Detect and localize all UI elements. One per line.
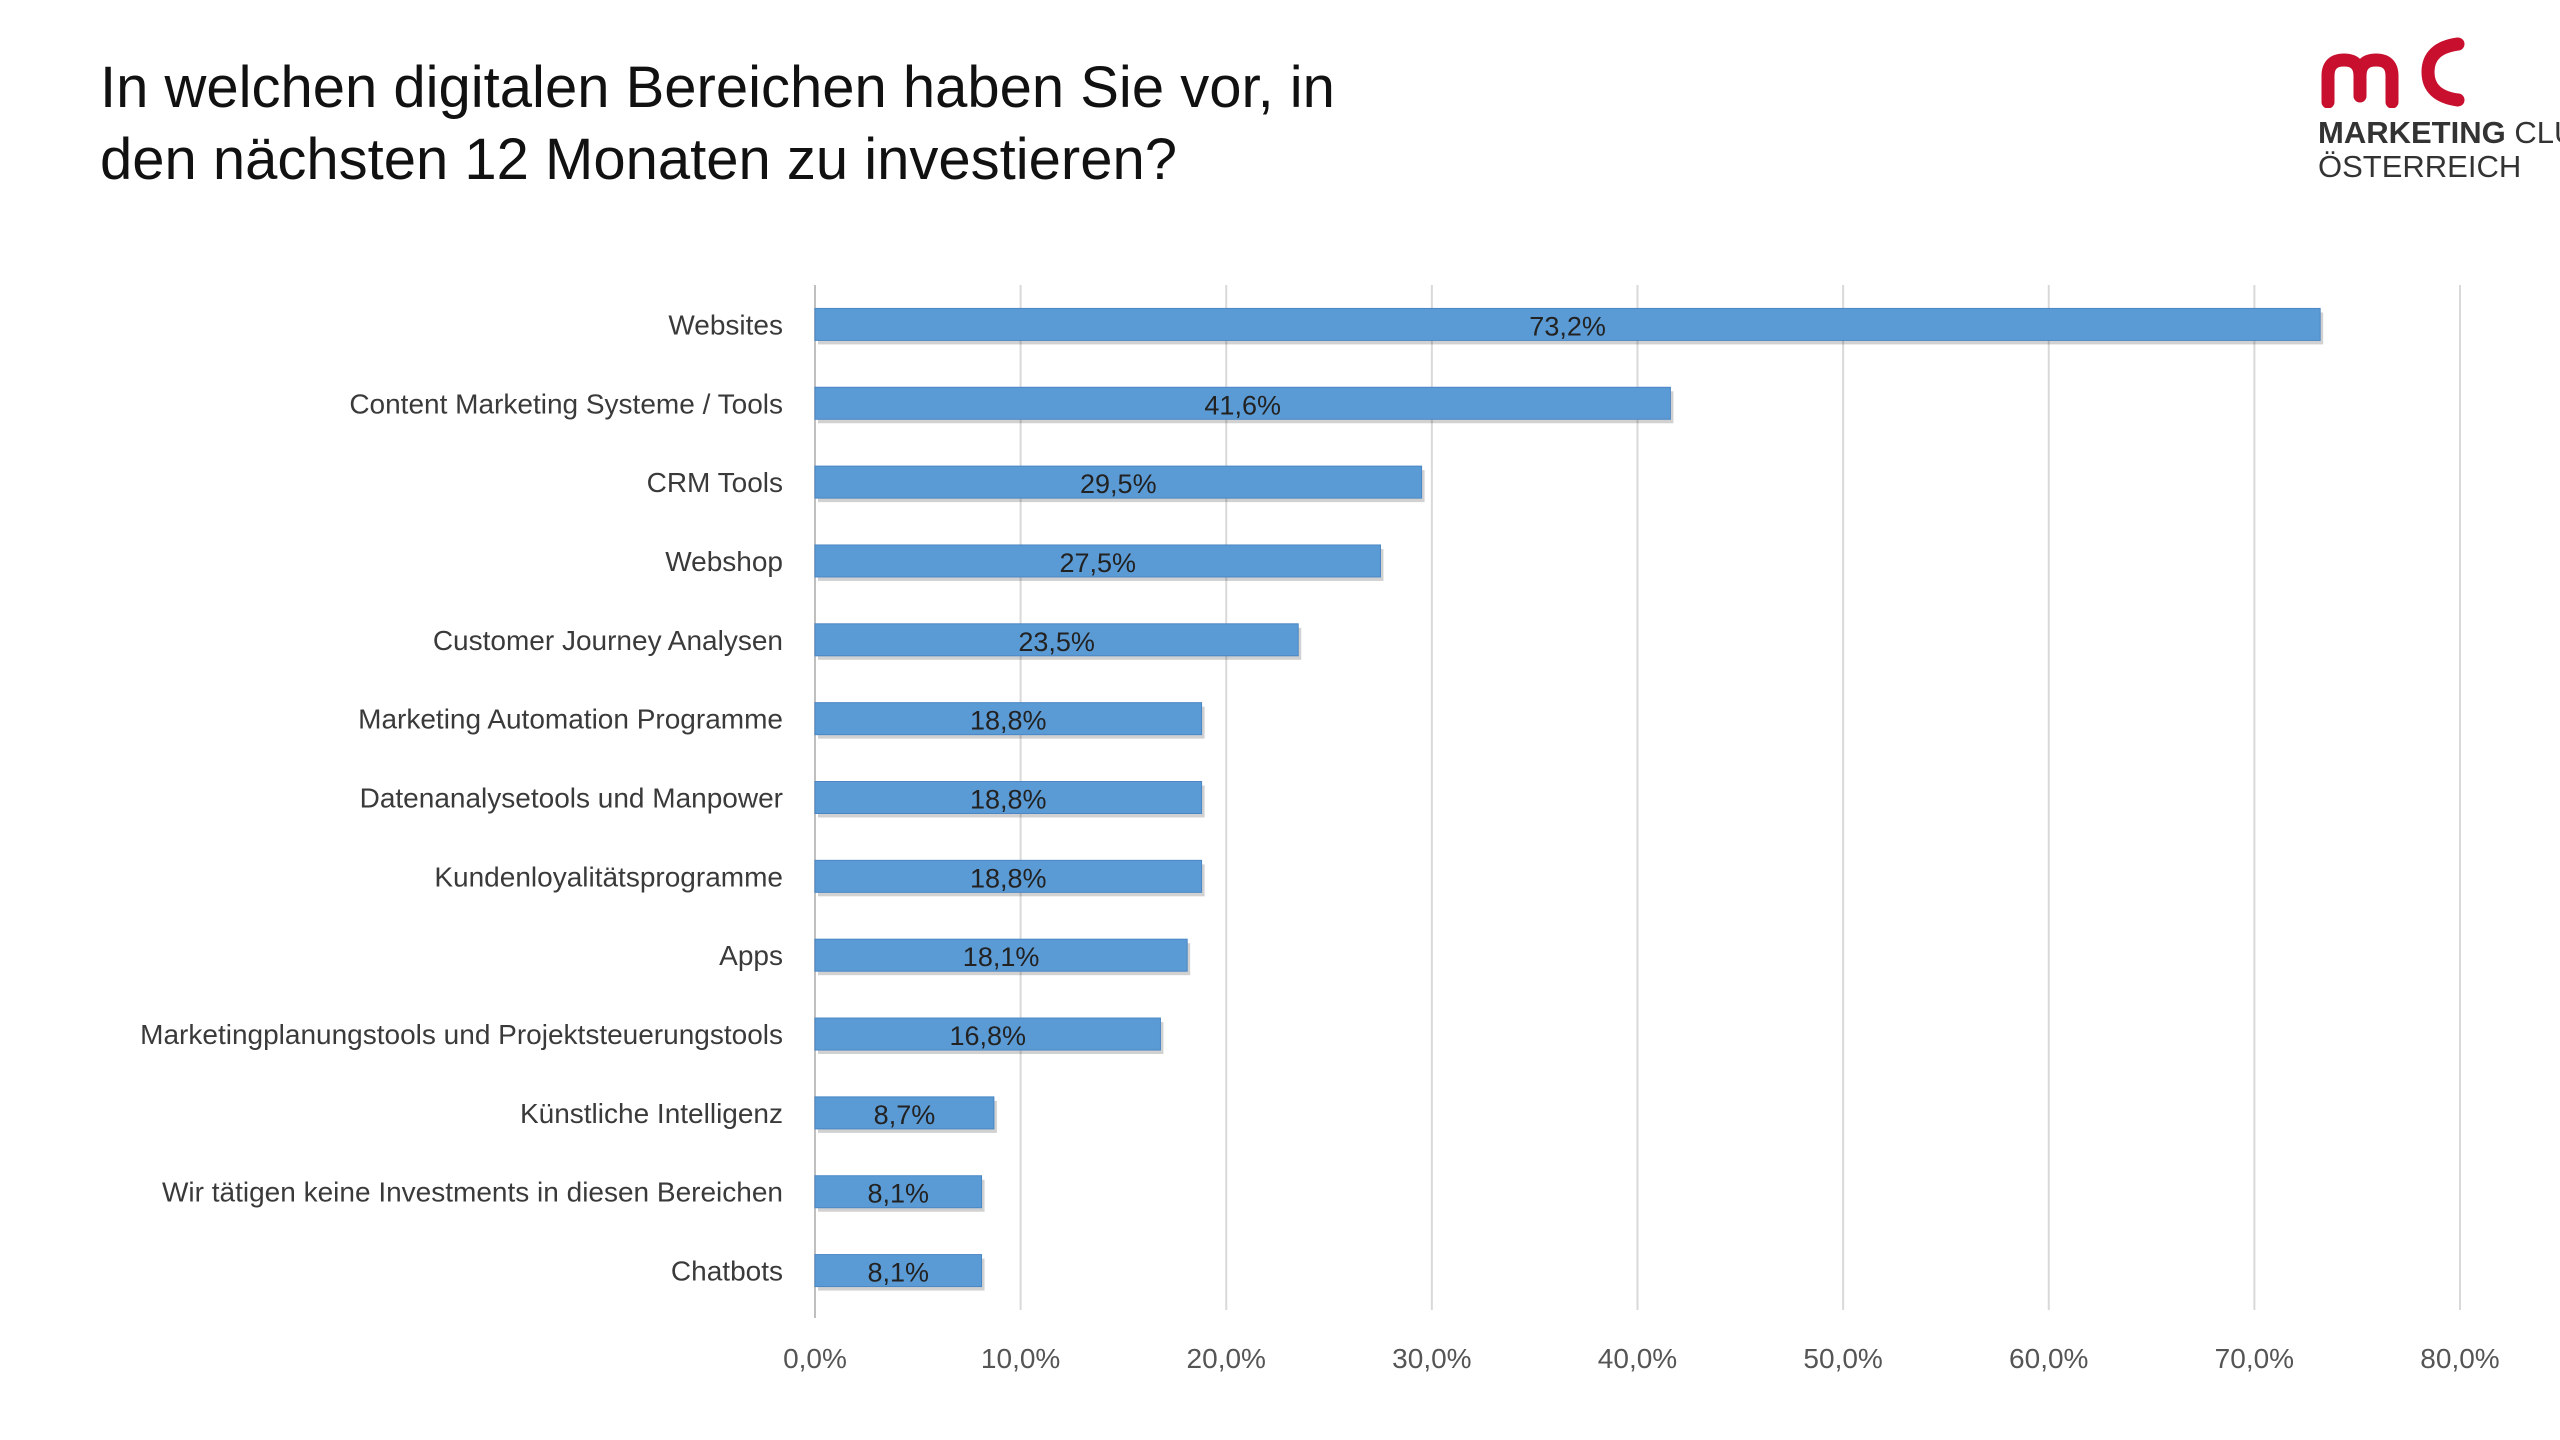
x-tick-label: 30,0%	[1392, 1343, 1471, 1374]
bar	[814, 1017, 1161, 1051]
bar	[814, 623, 1299, 657]
data-label: 23,5%	[1018, 627, 1095, 657]
category-label: Customer Journey Analysen	[433, 625, 783, 656]
x-tick-label: 60,0%	[2009, 1343, 2088, 1374]
category-label: Webshop	[665, 546, 783, 577]
data-label: 29,5%	[1080, 469, 1157, 499]
data-label: 8,1%	[868, 1258, 930, 1288]
logo-text: MARKETING CLUB ÖSTERREICH	[2318, 116, 2560, 184]
page-title: In welchen digitalen Bereichen haben Sie…	[100, 52, 1600, 196]
title-line-2: den nächsten 12 Monaten zu investieren?	[100, 127, 1177, 192]
category-label: Chatbots	[671, 1256, 783, 1287]
bar	[814, 702, 1203, 736]
x-tick-label: 10,0%	[981, 1343, 1060, 1374]
category-label: CRM Tools	[647, 467, 783, 498]
category-label: Datenanalysetools und Manpower	[360, 783, 783, 814]
bar	[814, 1096, 995, 1130]
bar	[814, 307, 2321, 341]
bar	[814, 781, 1203, 814]
x-tick-label: 70,0%	[2215, 1343, 2294, 1374]
data-label: 41,6%	[1204, 390, 1281, 420]
bar	[814, 386, 1671, 420]
data-label: 18,8%	[970, 863, 1047, 893]
category-label: Content Marketing Systeme / Tools	[349, 388, 783, 419]
logo-text-oesterreich: ÖSTERREICH	[2318, 149, 2522, 184]
x-tick-label: 0,0%	[783, 1343, 847, 1374]
mc-logo-icon	[2321, 37, 2465, 108]
marketing-club-logo: MARKETING CLUB ÖSTERREICH	[2310, 36, 2560, 196]
data-label: 18,8%	[970, 706, 1047, 736]
bar	[814, 1175, 983, 1209]
title-line-1: In welchen digitalen Bereichen haben Sie…	[100, 55, 1335, 120]
x-tick-label: 80,0%	[2420, 1343, 2499, 1374]
x-tick-label: 40,0%	[1598, 1343, 1677, 1374]
logo-text-marketing: MARKETING	[2318, 115, 2506, 150]
category-label: Websites	[668, 309, 783, 340]
data-label: 18,1%	[963, 942, 1040, 972]
category-label: Wir tätigen keine Investments in diesen …	[162, 1177, 783, 1208]
data-label: 8,1%	[868, 1179, 930, 1209]
category-label: Marketing Automation Programme	[358, 704, 783, 735]
bar	[814, 544, 1381, 578]
category-label: Künstliche Intelligenz	[520, 1098, 783, 1129]
bar	[814, 938, 1188, 972]
bar	[814, 859, 1203, 893]
data-label: 27,5%	[1059, 548, 1136, 578]
data-label: 73,2%	[1529, 311, 1606, 341]
x-tick-label: 50,0%	[1803, 1343, 1882, 1374]
x-tick-label: 20,0%	[1187, 1343, 1266, 1374]
data-label: 8,7%	[874, 1100, 936, 1130]
category-label: Marketingplanungstools und Projektsteuer…	[140, 1019, 783, 1050]
category-label: Kundenloyalitätsprogramme	[434, 861, 783, 892]
bar	[814, 1254, 983, 1288]
category-label: Apps	[719, 940, 783, 971]
bar	[814, 465, 1423, 499]
logo-text-club: CLUB	[2514, 115, 2560, 150]
data-label: 18,8%	[970, 785, 1047, 815]
data-label: 16,8%	[949, 1021, 1026, 1051]
